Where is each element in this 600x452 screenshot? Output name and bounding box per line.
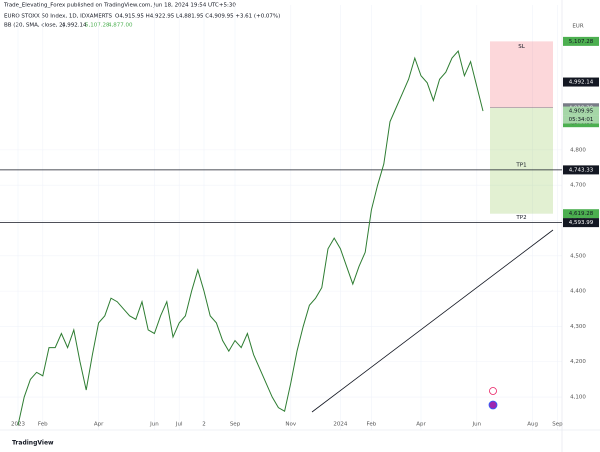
countdown: 05:34:01 (569, 117, 594, 123)
logo: TradingView (12, 440, 54, 447)
indicator-value: 5,107.28 (85, 23, 110, 29)
price-badge-label: 4,743.33 (569, 167, 594, 173)
price-line (17, 49, 484, 426)
x-tick-label: Jun (149, 422, 159, 428)
price-badge-label: 4,909.95 (569, 109, 594, 115)
countdown-badge (563, 115, 599, 124)
x-tick-label: Apr (94, 422, 104, 428)
price-badge (563, 165, 599, 175)
event-icon (488, 400, 498, 410)
indicator: BB (20, SMA, close, 2) (4, 23, 65, 29)
currency: EUR (572, 24, 584, 30)
ohlc: O4,915.95 H4,922.95 L4,881.95 C4,909.95 … (115, 14, 280, 20)
event-icon (489, 387, 497, 395)
target-label: TP2 (515, 215, 526, 221)
y-tick-label: 4,400 (570, 289, 586, 295)
price-badge (563, 77, 599, 87)
y-tick-label: 4,500 (570, 253, 586, 259)
x-tick-label: Jul (175, 422, 183, 428)
symbol: EURO STOXX 50 Index, 1D, IDXAMERTS (4, 14, 113, 20)
x-tick-label: Sep (552, 422, 563, 428)
stop-label: SL (518, 44, 525, 50)
price-badge-label: 5,107.28 (569, 39, 594, 45)
x-tick-label: Apr (416, 422, 426, 428)
price-badge-label: 4,593.99 (569, 220, 594, 226)
price-badge (563, 209, 599, 219)
x-tick-label: Jun (472, 422, 482, 428)
indicator-value: 4,992.14 (62, 23, 87, 29)
stop-zone (490, 41, 553, 108)
publisher: Trade_Elevating_Forex published on Tradi… (3, 3, 236, 9)
x-tick-label: Nov (285, 422, 296, 428)
target-zone (490, 107, 553, 214)
x-tick-label: Aug (527, 422, 538, 428)
x-tick-label: 2 (202, 422, 206, 428)
y-tick-label: 4,700 (570, 183, 586, 189)
trend-line (311, 229, 554, 413)
price-badge (563, 106, 599, 116)
y-tick-label: 4,200 (570, 359, 586, 365)
price-badge-label: 4,619.28 (569, 211, 594, 217)
indicator-value: 4,877.00 (108, 23, 133, 29)
target-label: TP1 (515, 162, 526, 168)
price-badge-label: 4,992.14 (569, 80, 594, 86)
price-badge (563, 36, 599, 46)
x-tick-label: Sep (230, 422, 241, 428)
x-tick-label: Feb (38, 422, 48, 428)
price-badge (563, 218, 599, 228)
y-tick-label: 4,800 (570, 147, 586, 153)
y-tick-label: 4,300 (570, 324, 586, 330)
x-tick-label: Feb (367, 422, 377, 428)
x-tick-label: 2024 (333, 422, 347, 428)
y-tick-label: 4,100 (570, 395, 586, 401)
